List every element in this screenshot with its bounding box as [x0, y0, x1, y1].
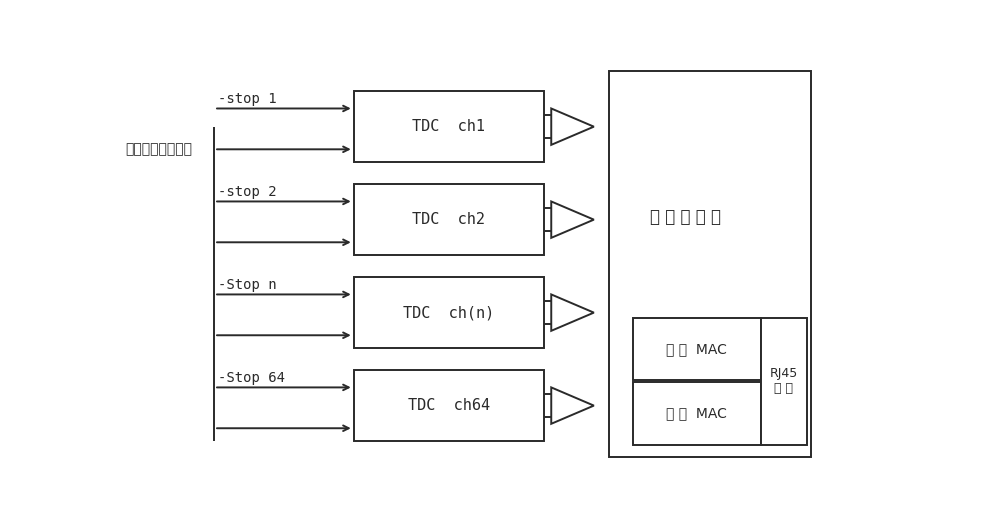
Text: TDC  ch64: TDC ch64: [408, 398, 490, 413]
Polygon shape: [551, 109, 594, 145]
Text: 软 核 处 理 器: 软 核 处 理 器: [650, 207, 721, 226]
Polygon shape: [551, 387, 594, 424]
Text: -stop 2: -stop 2: [218, 185, 277, 200]
Text: -stop 1: -stop 1: [218, 92, 277, 107]
Text: TDC  ch1: TDC ch1: [412, 119, 485, 134]
Text: 软 件  MAC: 软 件 MAC: [666, 342, 727, 356]
Text: -Stop n: -Stop n: [218, 278, 277, 292]
Text: 硬 件  MAC: 硬 件 MAC: [666, 407, 727, 421]
Bar: [633, 382, 761, 445]
Bar: [609, 71, 811, 457]
Bar: [633, 318, 761, 380]
Bar: [761, 318, 807, 445]
Polygon shape: [551, 202, 594, 238]
Bar: [354, 370, 544, 441]
Bar: [354, 91, 544, 162]
Polygon shape: [551, 295, 594, 331]
Text: TDC  ch(n): TDC ch(n): [403, 305, 494, 320]
Bar: [354, 184, 544, 255]
Text: RJ45
接 口: RJ45 接 口: [770, 368, 798, 395]
Text: -Stop 64: -Stop 64: [218, 371, 285, 385]
Text: TDC  ch2: TDC ch2: [412, 212, 485, 227]
Bar: [354, 277, 544, 348]
Text: 计时开始脉冲信号: 计时开始脉冲信号: [125, 142, 192, 156]
